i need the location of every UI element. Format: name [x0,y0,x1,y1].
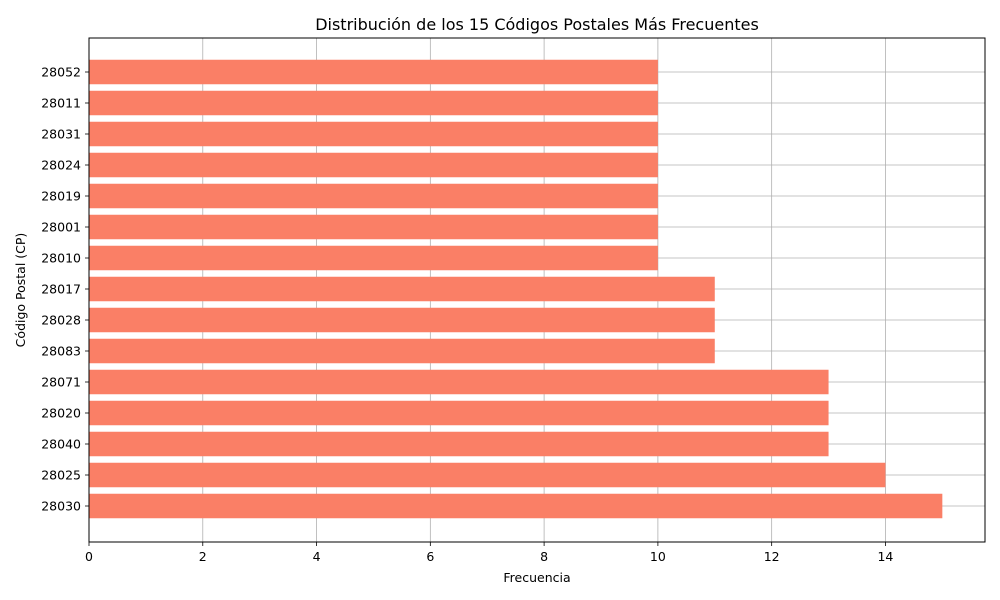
bar-28019 [89,183,658,209]
bar-28020 [89,400,829,426]
x-axis-ticks: 0 2 4 6 8 10 12 14 [85,542,893,564]
y-tick-label: 28071 [41,375,81,390]
y-tick-label: 28010 [41,251,81,266]
y-axis-ticks: 28030 28025 28040 28020 28071 28083 28028 28017… [41,65,89,514]
y-tick-label: 28040 [41,437,81,452]
chart-title: Distribución de los 15 Códigos Postales … [315,15,759,34]
y-axis-label: Código Postal (CP) [13,233,28,348]
x-tick-label: 10 [650,549,666,564]
bar-28052 [89,59,658,85]
x-tick-label: 8 [540,549,548,564]
bars [89,59,943,519]
bar-28001 [89,214,658,240]
y-tick-label: 28030 [41,499,81,514]
y-tick-label: 28019 [41,189,81,204]
bar-28040 [89,431,829,457]
bar-28017 [89,276,715,302]
y-tick-label: 28031 [41,127,81,142]
bar-28010 [89,245,658,271]
bar-28071 [89,369,829,395]
x-axis-label: Frecuencia [503,570,570,585]
bar-28011 [89,90,658,116]
y-tick-label: 28011 [41,96,81,111]
y-tick-label: 28083 [41,344,81,359]
plot-frame [88,37,986,543]
y-tick-label: 28028 [41,313,81,328]
x-tick-label: 14 [877,549,893,564]
x-tick-label: 0 [85,549,93,564]
y-tick-label: 28001 [41,220,81,235]
bar-28083 [89,338,715,364]
y-tick-label: 28020 [41,406,81,421]
x-tick-label: 6 [426,549,434,564]
y-tick-label: 28025 [41,468,81,483]
bar-28025 [89,462,886,488]
x-tick-label: 4 [313,549,321,564]
bar-28031 [89,121,658,147]
bar-28028 [89,307,715,333]
y-tick-label: 28017 [41,282,81,297]
bar-28024 [89,152,658,178]
y-tick-label: 28024 [41,158,81,173]
y-tick-label: 28052 [41,65,81,80]
x-tick-label: 12 [764,549,780,564]
x-tick-label: 2 [199,549,207,564]
bar-28030 [89,493,943,519]
